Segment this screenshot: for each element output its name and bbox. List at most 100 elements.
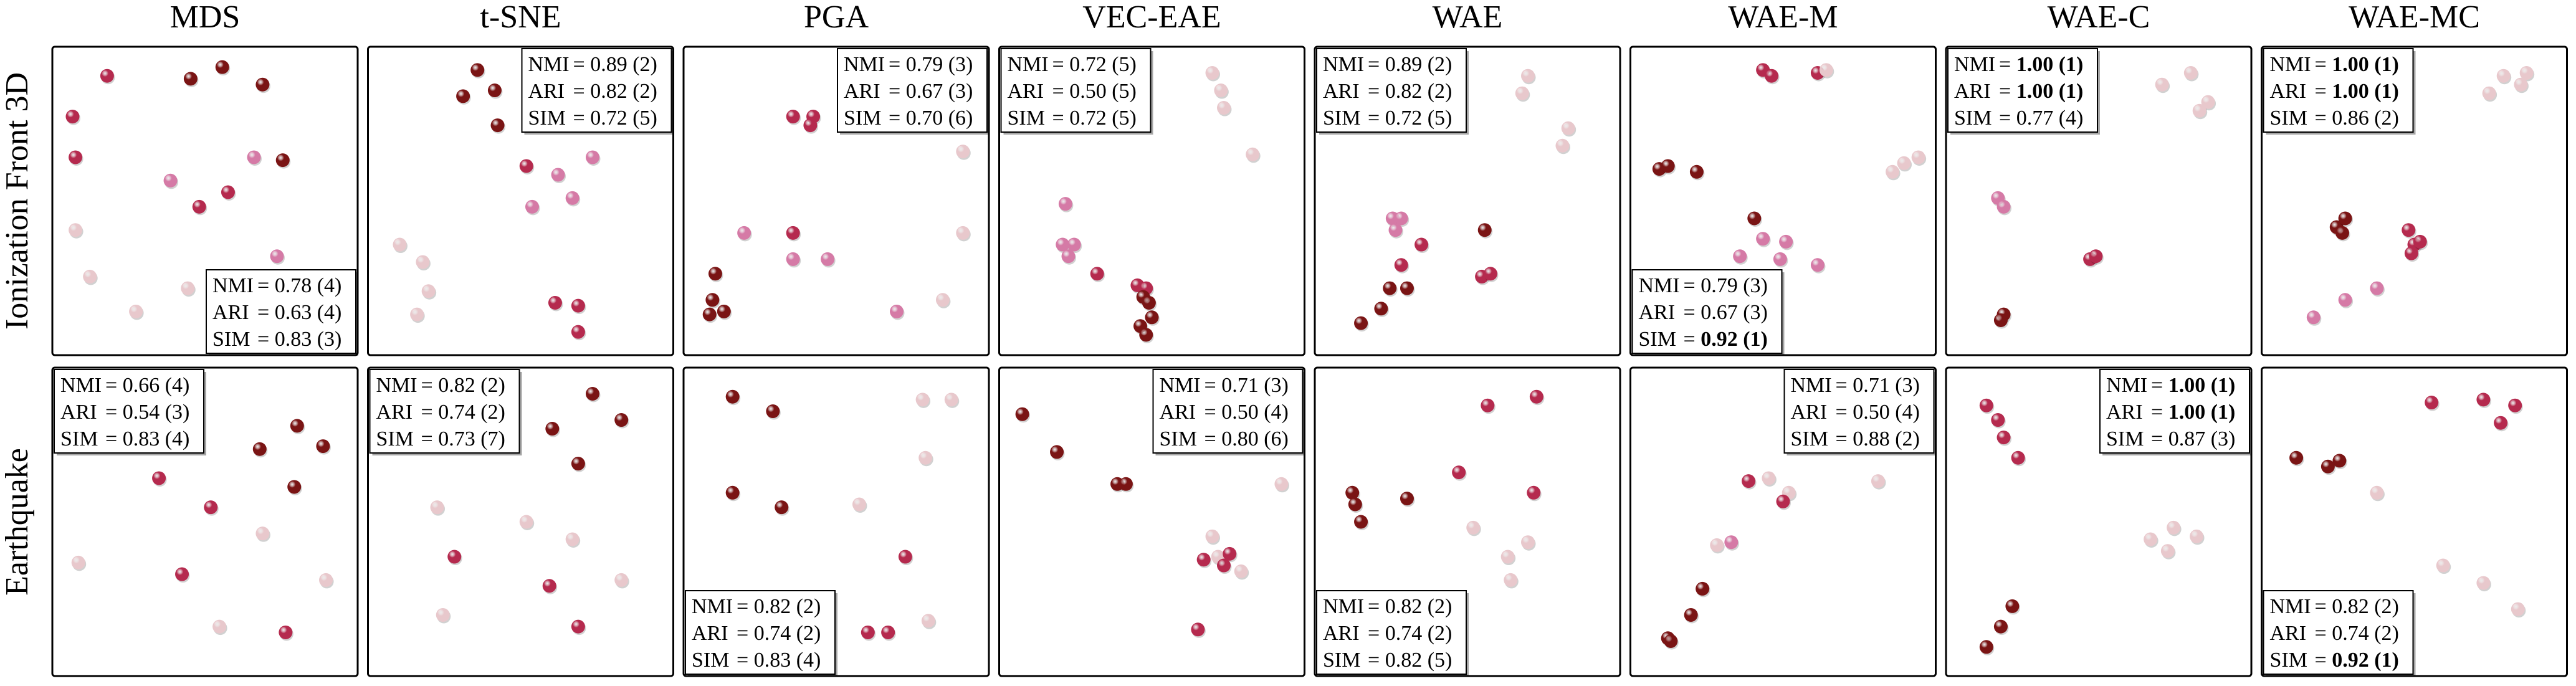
metric-nmi: NMI = 1.00 (1) xyxy=(2106,374,2235,397)
metrics-legend: NMI = 0.89 (2) ARI = 0.82 (2) SIM = 0.72 (5) xyxy=(1316,48,1469,135)
data-point xyxy=(152,471,166,485)
data-point xyxy=(1142,295,1156,310)
data-point xyxy=(519,515,533,529)
row-label-earthquake: Earthquake xyxy=(0,448,35,596)
data-point xyxy=(69,150,83,164)
data-point xyxy=(1527,485,1541,500)
data-point xyxy=(2425,396,2439,410)
data-point xyxy=(290,419,304,433)
data-point xyxy=(1477,223,1492,237)
metric-ari: ARI = 0.67 (3) xyxy=(1639,301,1768,324)
legend-box xyxy=(2263,590,2414,675)
data-point xyxy=(275,153,290,168)
data-point xyxy=(287,480,302,494)
data-point xyxy=(1871,474,1885,488)
data-point xyxy=(69,223,83,237)
data-point xyxy=(1979,640,1993,654)
data-point xyxy=(1274,477,1289,491)
data-point xyxy=(204,500,218,515)
data-point xyxy=(279,625,293,639)
data-point xyxy=(702,307,717,322)
panel-earthquake-pga: NMI = 0.82 (2) ARI = 0.74 (2) SIM = 0.83 (4) xyxy=(682,366,990,677)
metric-ari: ARI = 0.74 (2) xyxy=(376,401,505,424)
data-point xyxy=(100,69,114,83)
data-point xyxy=(1354,316,1368,330)
data-point xyxy=(1529,389,1543,404)
data-point xyxy=(1996,431,2011,445)
metric-ari: ARI = 0.82 (2) xyxy=(528,80,657,103)
legend-box xyxy=(369,369,520,454)
data-point xyxy=(163,173,178,188)
row-labels: Ionization Front 3D Earthquake xyxy=(0,72,35,596)
data-point xyxy=(571,325,585,339)
data-point xyxy=(548,295,562,310)
panel-earthquake-vec-eae: NMI = 0.71 (3) ARI = 0.50 (4) SIM = 0.80 (6) xyxy=(998,366,1305,677)
data-point xyxy=(192,199,206,214)
data-point xyxy=(2402,223,2416,237)
metric-sim: SIM = 0.88 (2) xyxy=(1791,427,1920,450)
data-point xyxy=(1015,407,1029,421)
data-point xyxy=(1383,281,1397,295)
data-point xyxy=(2155,77,2169,92)
panel-ionization-front-3d-wae-m: NMI = 0.79 (3) ARI = 0.67 (3) SIM = 0.92 (1) xyxy=(1629,45,1937,356)
data-point xyxy=(1400,281,1414,295)
data-point xyxy=(775,500,789,515)
data-point xyxy=(270,249,284,264)
metric-nmi: NMI = 0.89 (2) xyxy=(1323,53,1452,76)
metrics-legend: NMI = 1.00 (1) ARI = 1.00 (1) SIM = 0.86 (2) xyxy=(2263,48,2416,135)
data-point xyxy=(1521,69,1535,83)
metric-nmi: NMI = 0.71 (3) xyxy=(1160,374,1289,397)
metrics-legend: NMI = 0.82 (2) ARI = 0.74 (2) SIM = 0.73 (7) xyxy=(369,369,522,455)
data-point xyxy=(2089,249,2103,264)
legend-box xyxy=(685,590,836,675)
data-point xyxy=(1776,494,1790,508)
metric-sim: SIM = 0.70 (6) xyxy=(844,107,973,130)
metric-sim: SIM = 0.92 (1) xyxy=(1639,328,1768,351)
column-header-t-sne: t-SNE xyxy=(480,0,561,35)
data-point xyxy=(470,63,485,77)
data-point xyxy=(2514,77,2528,92)
metrics-legend: NMI = 0.66 (4) ARI = 0.54 (3) SIM = 0.83 (4) xyxy=(54,369,206,455)
data-point xyxy=(1466,520,1481,535)
data-point xyxy=(1555,138,1570,153)
data-point xyxy=(1504,573,1518,587)
data-point xyxy=(586,150,599,164)
data-point xyxy=(447,550,462,564)
data-point xyxy=(2321,459,2335,474)
metric-nmi: NMI = 0.78 (4) xyxy=(212,274,341,297)
data-point xyxy=(2192,103,2206,118)
metric-nmi: NMI = 0.82 (2) xyxy=(2270,595,2399,618)
data-point xyxy=(1664,634,1678,648)
metric-ari: ARI = 0.50 (4) xyxy=(1160,401,1289,424)
data-point xyxy=(705,293,720,307)
data-point xyxy=(2494,416,2508,430)
panel-ionization-front-3d-wae-mc: NMI = 1.00 (1) ARI = 1.00 (1) SIM = 0.86 (2) xyxy=(2261,45,2568,356)
data-point xyxy=(1993,313,2008,327)
data-point xyxy=(1521,535,1535,550)
metrics-legend: NMI = 0.71 (3) ARI = 0.50 (4) SIM = 0.80 (6) xyxy=(1152,369,1305,455)
metric-nmi: NMI = 0.72 (5) xyxy=(1008,53,1137,76)
metric-ari: ARI = 0.50 (4) xyxy=(1791,401,1920,424)
data-point xyxy=(944,393,958,407)
data-point xyxy=(1139,328,1153,342)
column-header-mds: MDS xyxy=(170,0,241,35)
metric-ari: ARI = 0.54 (3) xyxy=(60,401,189,424)
data-point xyxy=(421,284,436,298)
data-point xyxy=(1394,211,1408,226)
legend-box xyxy=(1783,369,1935,454)
panel-earthquake-mds: NMI = 0.66 (4) ARI = 0.54 (3) SIM = 0.83 (4) xyxy=(51,366,359,677)
metrics-legend: NMI = 1.00 (1) ARI = 1.00 (1) SIM = 0.87 (3) xyxy=(2099,369,2252,455)
data-point xyxy=(1388,223,1403,237)
data-point xyxy=(918,450,933,465)
data-point xyxy=(2201,95,2215,109)
data-point xyxy=(1400,492,1414,506)
data-point xyxy=(737,226,751,240)
data-point xyxy=(1090,267,1104,281)
data-point xyxy=(2160,544,2175,558)
data-point xyxy=(881,625,895,639)
data-point xyxy=(725,389,740,404)
metrics-legend: NMI = 0.89 (2) ARI = 0.82 (2) SIM = 0.72 (5) xyxy=(521,48,674,135)
metric-nmi: NMI = 0.82 (2) xyxy=(692,595,821,618)
data-point xyxy=(525,199,539,214)
legend-box xyxy=(1316,48,1467,133)
